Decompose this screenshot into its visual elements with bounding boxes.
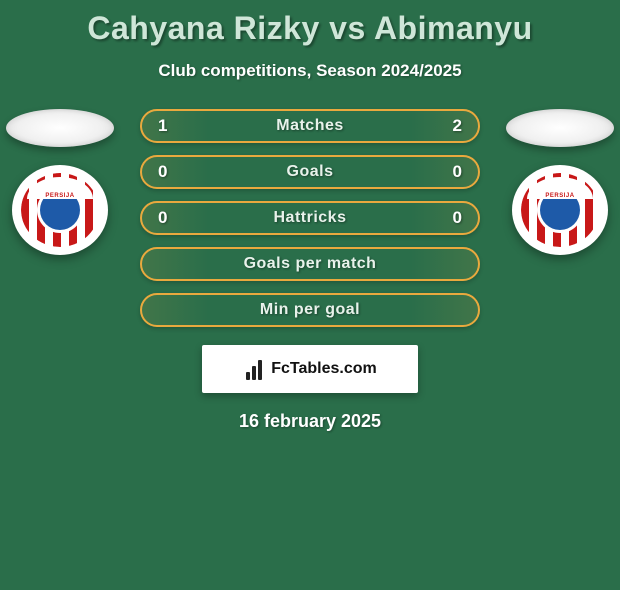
stat-right-value: 2 (453, 116, 462, 136)
comparison-title: Cahyana Rizky vs Abimanyu (0, 10, 620, 47)
player-right-club-badge: PERSIJA (512, 165, 608, 255)
player-right-side: PERSIJA (500, 109, 620, 255)
stat-label: Min per goal (260, 301, 360, 319)
club-badge-inner-left: PERSIJA (21, 173, 99, 247)
stat-row-goals-per-match: Goals per match (140, 247, 480, 281)
bar-chart-icon (243, 358, 265, 380)
stat-left-value: 0 (158, 208, 167, 228)
stat-label: Matches (276, 117, 344, 135)
stat-label: Hattricks (274, 209, 347, 227)
comparison-subtitle: Club competitions, Season 2024/2025 (0, 61, 620, 81)
player-left-side: PERSIJA (0, 109, 120, 255)
player-left-avatar (6, 109, 114, 147)
club-arc-text-right: PERSIJA (527, 177, 593, 199)
stat-label: Goals per match (244, 255, 377, 273)
stat-row-matches: 1 Matches 2 (140, 109, 480, 143)
comparison-date: 16 february 2025 (0, 411, 620, 432)
club-arc-text-left: PERSIJA (27, 177, 93, 199)
stat-row-goals: 0 Goals 0 (140, 155, 480, 189)
source-text: FcTables.com (271, 360, 377, 378)
player-left-club-badge: PERSIJA (12, 165, 108, 255)
stats-list: 1 Matches 2 0 Goals 0 0 Hattricks 0 Goal… (140, 109, 480, 327)
stat-right-value: 0 (453, 208, 462, 228)
stat-left-value: 1 (158, 116, 167, 136)
stat-right-value: 0 (453, 162, 462, 182)
stat-row-hattricks: 0 Hattricks 0 (140, 201, 480, 235)
comparison-content: PERSIJA PERSIJA 1 Matches 2 0 Goals 0 0 … (0, 109, 620, 432)
stat-row-min-per-goal: Min per goal (140, 293, 480, 327)
stat-left-value: 0 (158, 162, 167, 182)
stat-label: Goals (287, 163, 334, 181)
source-box: FcTables.com (202, 345, 418, 393)
club-badge-inner-right: PERSIJA (521, 173, 599, 247)
player-right-avatar (506, 109, 614, 147)
